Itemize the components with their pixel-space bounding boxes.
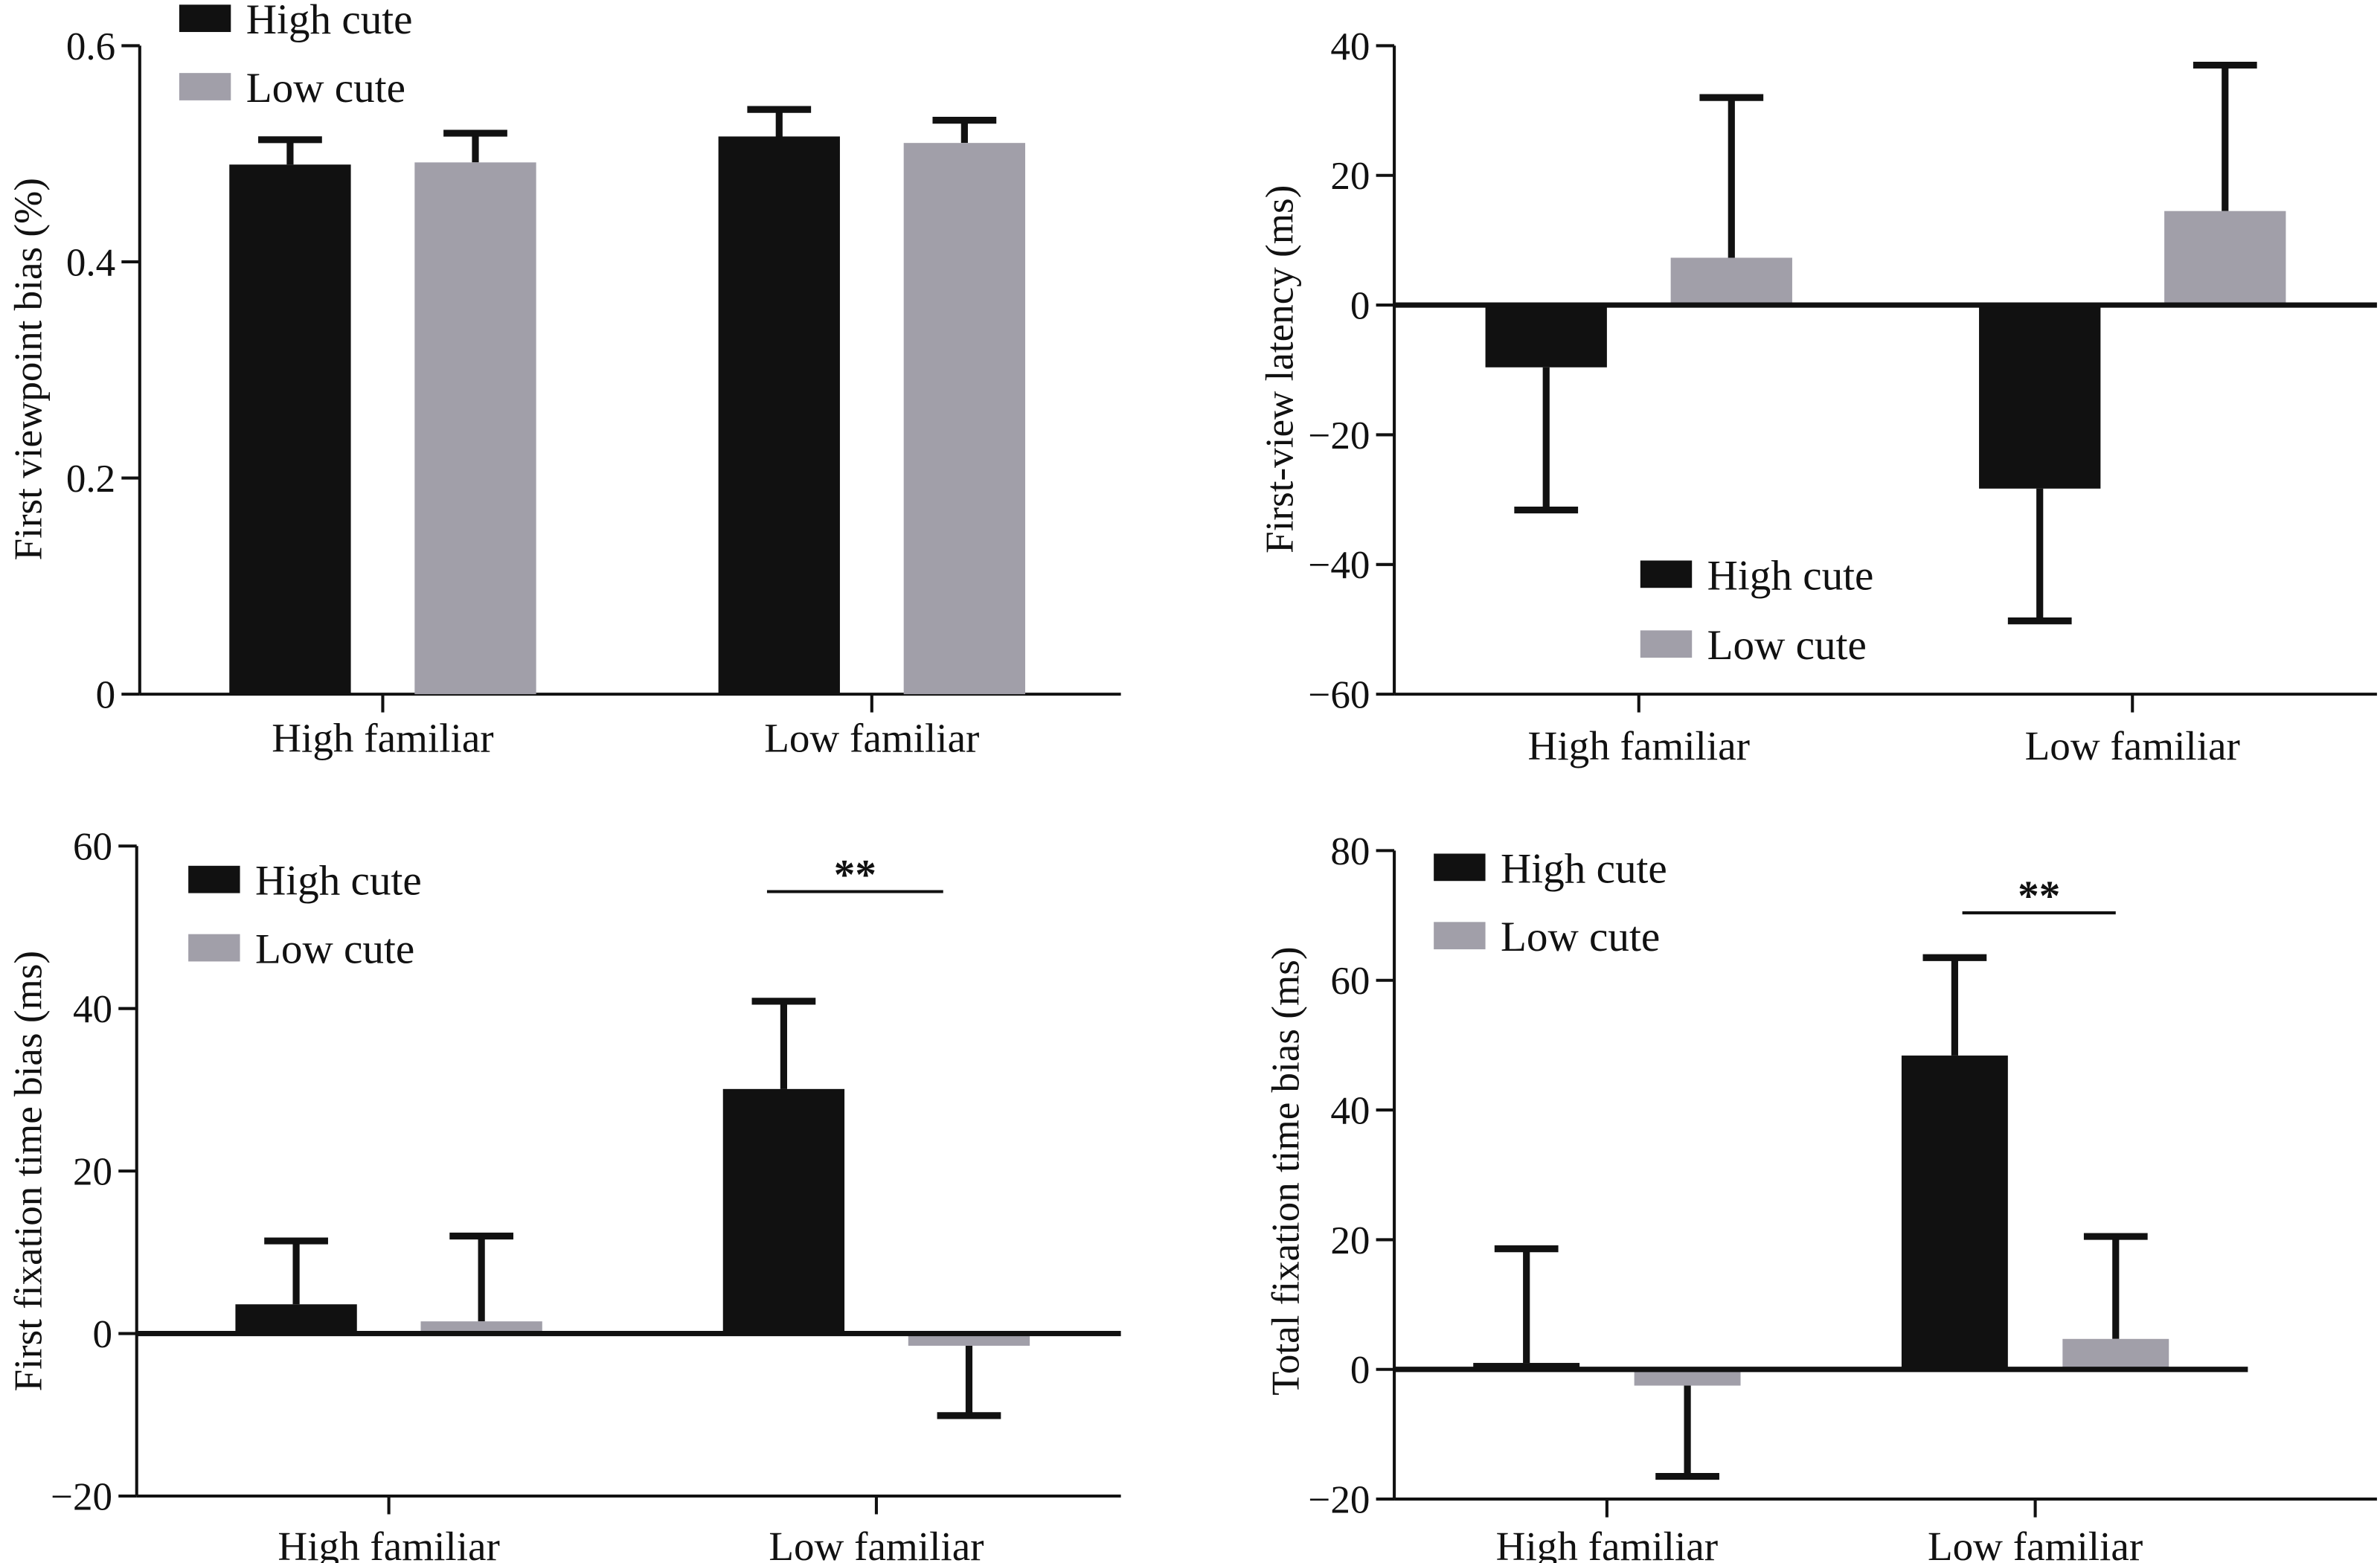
bar-high-cute: [1901, 1055, 2008, 1370]
bar-low-cute: [903, 143, 1025, 695]
y-tick-label: −60: [1308, 673, 1370, 716]
y-tick-label: −20: [1308, 1478, 1370, 1521]
bar-low-cute: [2062, 1338, 2169, 1370]
bar-high-cute: [718, 136, 840, 695]
bar-high-cute: [722, 1088, 845, 1334]
y-tick-label: 20: [73, 1151, 112, 1194]
y-tick-label: 0: [1350, 284, 1370, 327]
y-tick-label: 20: [1330, 1219, 1370, 1262]
legend-label: High cute: [255, 858, 422, 905]
x-tick-label: High familiar: [278, 1524, 499, 1563]
legend-label: Low cute: [255, 925, 414, 972]
legend-swatch: [1640, 560, 1693, 588]
y-tick-label: 80: [1330, 830, 1370, 873]
legend-label: Low cute: [246, 65, 405, 112]
legend-label: Low cute: [1501, 914, 1660, 960]
bar-high-cute: [235, 1304, 357, 1334]
legend-label: High cute: [1707, 552, 1874, 599]
y-tick-label: 60: [1330, 960, 1370, 1003]
y-tick-label: 60: [73, 826, 112, 869]
bar-high-cute: [1485, 305, 1607, 368]
legend-swatch: [179, 4, 231, 33]
bar-low-cute: [1634, 1369, 1741, 1386]
y-tick-label: 40: [73, 988, 112, 1031]
legend-swatch: [1640, 630, 1693, 658]
y-tick-label: 0.6: [66, 25, 115, 68]
legend-swatch: [188, 934, 240, 962]
y-tick-label: −40: [1308, 544, 1370, 587]
legend-label: Low cute: [1707, 622, 1867, 669]
legend-swatch: [179, 73, 231, 100]
x-tick-label: High familiar: [1528, 723, 1750, 768]
bar-low-cute: [2164, 211, 2286, 306]
y-axis-label: Total fixation time bias (ms): [1265, 946, 1308, 1395]
x-tick-label: Low familiar: [764, 716, 979, 761]
y-tick-label: 0.4: [66, 241, 115, 284]
y-tick-label: 40: [1330, 1089, 1370, 1132]
y-tick-label: 0: [1350, 1349, 1370, 1392]
bar-low-cute: [908, 1333, 1030, 1346]
x-tick-label: Low familiar: [1928, 1524, 2143, 1563]
y-axis-label: First-view latency (ms): [1259, 185, 1302, 553]
bar-high-cute: [1979, 305, 2101, 489]
y-tick-label: 0.2: [66, 458, 115, 501]
significance-marker: **: [2018, 873, 2060, 919]
y-axis-label: First fixation time bias (ms): [7, 951, 50, 1391]
y-tick-label: 0: [93, 1313, 113, 1356]
bar-low-cute: [414, 162, 536, 695]
y-tick-label: −20: [51, 1475, 112, 1518]
y-axis-label: First viewpoint bias (%): [7, 178, 50, 560]
significance-marker: **: [834, 851, 876, 898]
legend-label: High cute: [1501, 845, 1667, 892]
legend-swatch: [1434, 922, 1486, 950]
bar-low-cute: [1670, 257, 1792, 306]
y-tick-label: 40: [1330, 25, 1370, 68]
x-tick-label: Low familiar: [2025, 723, 2240, 768]
y-tick-label: −20: [1308, 414, 1370, 458]
y-tick-label: 20: [1330, 155, 1370, 198]
bar-low-cute: [420, 1321, 542, 1334]
x-tick-label: High familiar: [1496, 1524, 1718, 1563]
y-tick-label: 0: [96, 673, 116, 716]
x-tick-label: High familiar: [272, 716, 493, 761]
bar-high-cute: [1473, 1363, 1580, 1370]
legend-swatch: [1434, 853, 1486, 882]
legend-label: High cute: [246, 0, 413, 43]
bar-high-cute: [229, 164, 351, 695]
legend-swatch: [188, 865, 240, 893]
x-tick-label: Low familiar: [769, 1524, 984, 1563]
